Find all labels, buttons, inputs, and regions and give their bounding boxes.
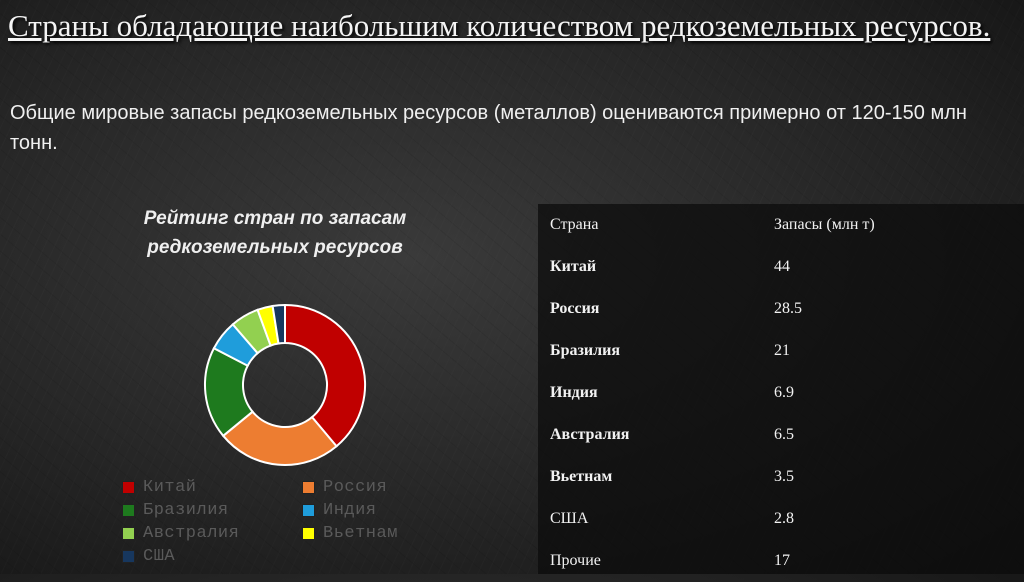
table-header-cell: Запасы (млн т) [774, 216, 875, 233]
table-cell: 2.8 [774, 510, 794, 527]
legend-item: США [122, 545, 175, 568]
table-cell: 3.5 [774, 468, 794, 485]
legend-item: Бразилия [122, 499, 229, 522]
legend-label: Китай [143, 478, 197, 497]
legend-swatch [122, 550, 135, 563]
table-row: Индия 6.9 [538, 372, 1024, 414]
legend-item: Вьетнам [302, 522, 398, 545]
legend-item: Китай [122, 476, 197, 499]
legend-swatch [302, 481, 315, 494]
table-cell: Вьетнам [550, 468, 613, 485]
table-cell: Прочие [550, 552, 601, 569]
legend-label: Индия [323, 501, 377, 520]
legend-item: Россия [302, 476, 387, 499]
legend-label: Австралия [143, 524, 240, 543]
table-row: Россия 28.5 [538, 288, 1024, 330]
table-cell: 17 [774, 552, 790, 569]
legend-label: Россия [323, 478, 388, 497]
legend-swatch [302, 527, 315, 540]
table-cell: США [550, 510, 589, 527]
table-row: Китай 44 [538, 246, 1024, 288]
legend-swatch [302, 504, 315, 517]
legend-label: Вьетнам [323, 524, 398, 543]
table-row: Прочие 17 [538, 540, 1024, 582]
legend-swatch [122, 481, 135, 494]
table-cell: Россия [550, 300, 600, 317]
table-cell: Индия [550, 384, 598, 401]
table-header-cell: Страна [550, 216, 599, 233]
legend-swatch [122, 527, 135, 540]
reserves-table: Страна Запасы (млн т) Китай 44 Россия 28.5 Бра… [538, 204, 1024, 574]
table-header-row: Страна Запасы (млн т) [538, 204, 1024, 246]
table-cell: Австралия [550, 426, 630, 443]
donut-slice-7 [271, 303, 286, 345]
donut-chart [204, 303, 366, 466]
table-cell: 6.5 [774, 426, 794, 443]
donut-slice-1 [284, 303, 366, 448]
table-cell: 44 [774, 258, 790, 275]
table-row: Вьетнам 3.5 [538, 456, 1024, 498]
table-cell: Бразилия [550, 342, 620, 359]
table-cell: Китай [550, 258, 597, 275]
legend-swatch [122, 504, 135, 517]
legend-label: Бразилия [143, 501, 229, 520]
chart-title: Рейтинг стран по запасам редкоземельных … [143, 208, 407, 258]
table-cell: 28.5 [774, 300, 802, 317]
legend-label: США [143, 547, 176, 566]
table-row: США 2.8 [538, 498, 1024, 540]
legend-item: Индия [302, 499, 377, 522]
slide-title: Страны обладающие наибольшим количеством… [8, 8, 991, 43]
slide-subtitle: Общие мировые запасы редкоземельных ресу… [10, 102, 967, 154]
table-row: Бразилия 21 [538, 330, 1024, 372]
table-cell: 21 [774, 342, 790, 359]
chart-legend: Китай Россия Бразилия Индия Австралия Вьетнам… [122, 476, 422, 574]
table-row: Австралия 6.5 [538, 414, 1024, 456]
table-cell: 6.9 [774, 384, 794, 401]
legend-item: Австралия [122, 522, 239, 545]
